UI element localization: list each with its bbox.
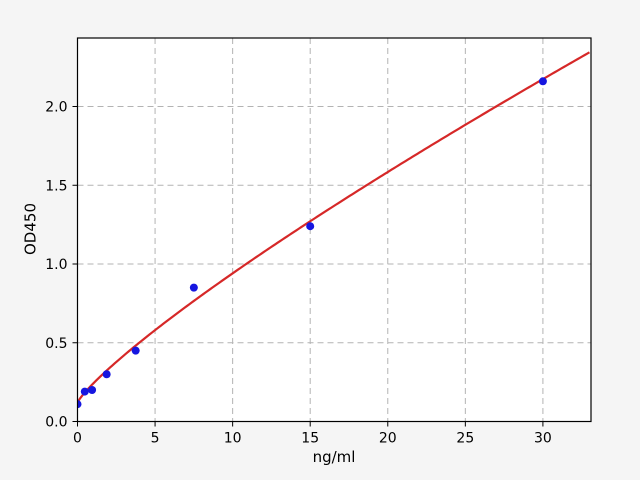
x-tick-label: 30 (534, 431, 552, 447)
tick-labels: 0 5 10 15 20 25 30 0.0 0.5 1.0 1.5 2.0 (45, 100, 552, 447)
y-tick-label: 2.0 (45, 100, 67, 116)
y-tick-label: 1.5 (45, 178, 67, 194)
data-point (102, 370, 111, 379)
data-point (189, 283, 198, 292)
data-points (77, 77, 547, 409)
y-tick-label: 1.0 (45, 257, 67, 273)
data-point (131, 346, 140, 355)
data-point (77, 400, 82, 409)
fit-curve-line (77, 51, 590, 404)
x-tick-label: 25 (456, 431, 474, 447)
data-point (80, 387, 89, 396)
tick-marks (72, 106, 544, 427)
x-tick-label: 0 (73, 431, 82, 447)
data-point (88, 386, 97, 395)
x-tick-label: 5 (151, 431, 160, 447)
x-axis-label: ng/ml (312, 448, 356, 466)
data-point (538, 77, 547, 86)
y-tick-label: 0.0 (45, 415, 67, 431)
x-tick-label: 20 (379, 431, 397, 447)
y-axis-label: OD450 (21, 203, 40, 255)
x-tick-label: 10 (224, 431, 242, 447)
x-tick-label: 15 (301, 431, 319, 447)
plot-border (76, 37, 592, 423)
data-point (306, 222, 315, 231)
y-tick-label: 0.5 (45, 336, 67, 352)
